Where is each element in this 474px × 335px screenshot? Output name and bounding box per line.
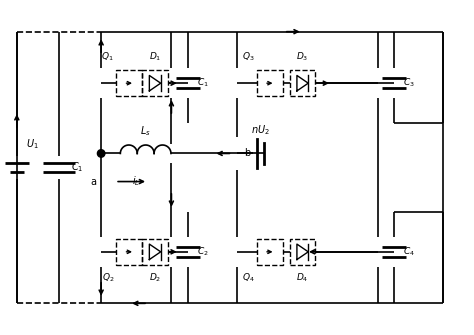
- Text: $Q_4$: $Q_4$: [242, 272, 255, 284]
- Text: $D_2$: $D_2$: [149, 272, 161, 284]
- Text: $i_L$: $i_L$: [132, 175, 140, 189]
- Text: $L_s$: $L_s$: [140, 124, 151, 138]
- Text: $C_3$: $C_3$: [403, 77, 415, 89]
- Text: $D_4$: $D_4$: [296, 272, 309, 284]
- Bar: [257, 239, 283, 265]
- Text: $U_1$: $U_1$: [26, 137, 39, 151]
- Bar: [290, 70, 316, 96]
- Text: b: b: [244, 148, 250, 158]
- Text: $D_3$: $D_3$: [296, 51, 309, 63]
- Bar: [290, 239, 316, 265]
- Bar: [142, 239, 168, 265]
- Text: $C_2$: $C_2$: [197, 246, 209, 258]
- Circle shape: [97, 150, 105, 157]
- Text: $D_1$: $D_1$: [149, 51, 161, 63]
- Bar: [117, 70, 142, 96]
- Text: $C_1$: $C_1$: [197, 77, 209, 89]
- Text: $C_1$: $C_1$: [71, 160, 83, 175]
- Bar: [257, 70, 283, 96]
- Bar: [117, 239, 142, 265]
- Text: $nU_2$: $nU_2$: [251, 123, 270, 137]
- Text: $Q_2$: $Q_2$: [101, 272, 114, 284]
- Text: $C_4$: $C_4$: [403, 246, 415, 258]
- Text: $Q_3$: $Q_3$: [242, 51, 255, 63]
- Bar: [142, 70, 168, 96]
- Text: a: a: [91, 177, 97, 187]
- Text: $Q_1$: $Q_1$: [101, 51, 114, 63]
